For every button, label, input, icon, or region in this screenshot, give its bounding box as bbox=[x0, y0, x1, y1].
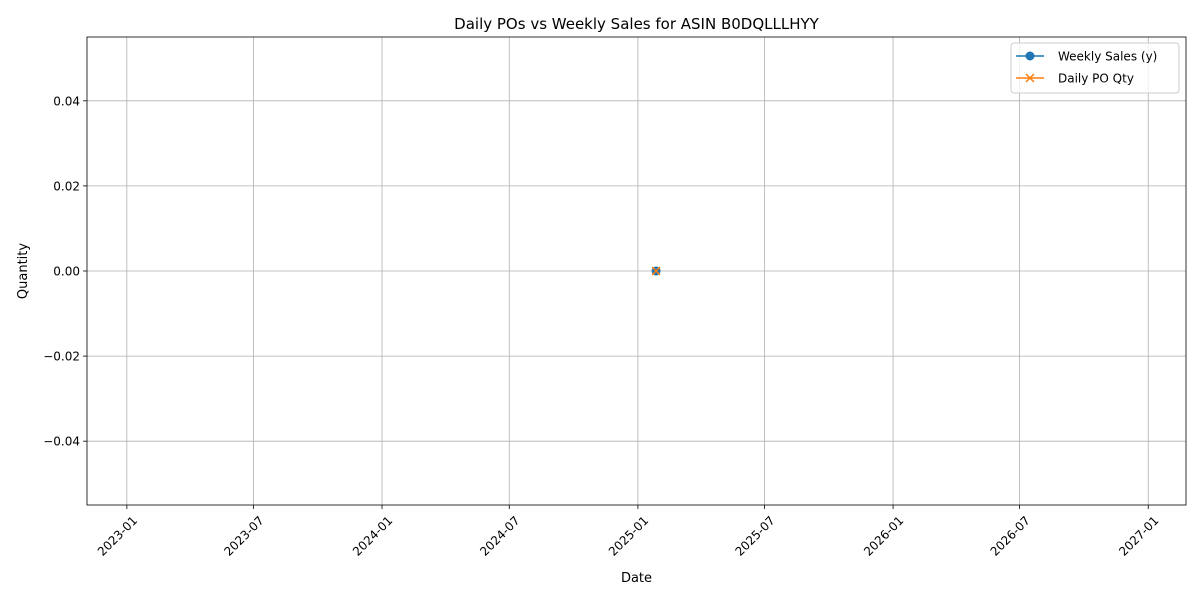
y-tick-label: −0.04 bbox=[43, 435, 80, 449]
legend-marker bbox=[1025, 51, 1035, 61]
series-1 bbox=[651, 266, 661, 276]
x-tick-label: 2023-07 bbox=[221, 513, 266, 558]
x-tick-label: 2025-01 bbox=[606, 513, 651, 558]
legend-label: Weekly Sales (y) bbox=[1058, 50, 1157, 64]
x-axis-label: Date bbox=[621, 571, 652, 586]
x-tick-label: 2024-07 bbox=[477, 513, 522, 558]
x-tick-label: 2024-01 bbox=[350, 513, 395, 558]
x-tick-label: 2027-01 bbox=[1116, 513, 1161, 558]
y-tick-label: 0.04 bbox=[53, 94, 80, 108]
tick-layer: 2023-01 2023-07 2024-01 2024-07 2025-01 2025-… bbox=[43, 94, 1161, 558]
data-point bbox=[651, 266, 661, 276]
y-tick-label: 0.02 bbox=[53, 179, 80, 193]
legend-entry: Daily PO Qty bbox=[1016, 72, 1134, 86]
legend-marker bbox=[1025, 73, 1035, 83]
x-tick-label: 2026-01 bbox=[861, 513, 906, 558]
grid-layer bbox=[87, 37, 1186, 505]
y-tick-label: −0.02 bbox=[43, 350, 80, 364]
y-axis-label: Quantity bbox=[16, 243, 31, 299]
legend: Weekly Sales (y) Daily PO Qty bbox=[1010, 42, 1180, 94]
x-tick-label: 2025-07 bbox=[732, 513, 777, 558]
x-tick-label: 2023-01 bbox=[95, 513, 140, 558]
legend-entry: Weekly Sales (y) bbox=[1016, 50, 1157, 64]
y-tick-label: 0.00 bbox=[53, 265, 80, 279]
series-layer bbox=[651, 266, 661, 276]
legend-label: Daily PO Qty bbox=[1058, 72, 1134, 86]
x-tick-label: 2026-07 bbox=[988, 513, 1033, 558]
legend-frame bbox=[1010, 42, 1180, 94]
chart-title: Daily POs vs Weekly Sales for ASIN B0DQL… bbox=[454, 15, 820, 33]
